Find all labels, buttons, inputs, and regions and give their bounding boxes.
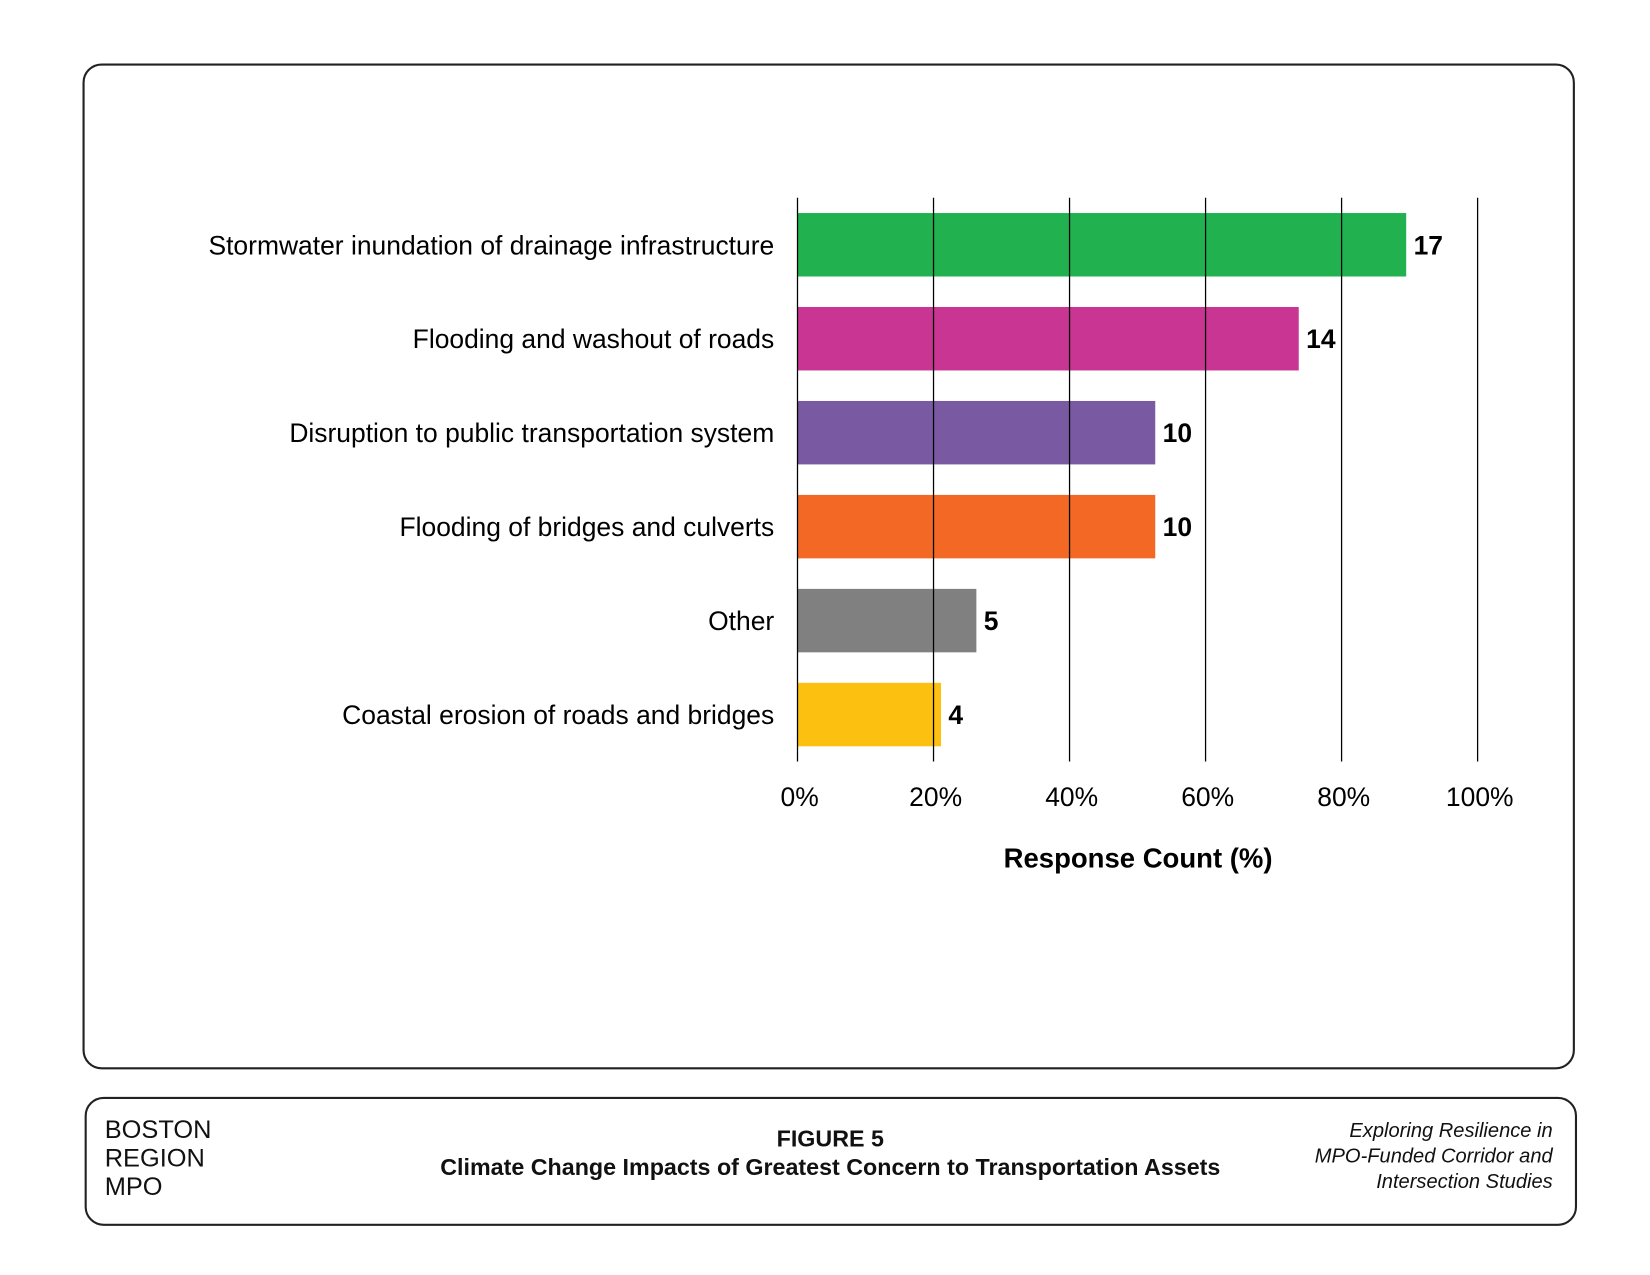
report-line: MPO-Funded Corridor and — [1314, 1145, 1553, 1168]
category-label: Stormwater inundation of drainage infras… — [208, 230, 774, 260]
bar — [797, 400, 1156, 465]
org-name: BOSTON REGION MPO — [105, 1116, 212, 1202]
report-line: Exploring Resilience in — [1349, 1120, 1553, 1143]
category-label: Coastal erosion of roads and bridges — [342, 700, 774, 730]
category-label: Disruption to public transportation syst… — [289, 418, 774, 448]
org-line: MPO — [104, 1172, 163, 1202]
report-line: Intersection Studies — [1376, 1170, 1553, 1194]
data-label: 10 — [1163, 512, 1192, 542]
org-line: REGION — [104, 1144, 205, 1173]
chart-frame — [82, 63, 1575, 1070]
x-axis-title: Response Count (%) — [1004, 842, 1273, 873]
x-tick-label: 60% — [1181, 782, 1234, 812]
data-label: 4 — [948, 700, 963, 730]
category-label: Flooding and washout of roads — [413, 324, 775, 354]
figure-title: Climate Change Impacts of Greatest Conce… — [440, 1153, 1221, 1181]
x-tick-label: 20% — [909, 782, 962, 812]
data-label: 17 — [1414, 230, 1443, 260]
org-line: BOSTON — [104, 1115, 212, 1145]
data-label: 10 — [1163, 418, 1192, 448]
x-tick-label: 100% — [1446, 782, 1514, 812]
x-tick-label: 40% — [1045, 782, 1098, 812]
bar-chart: Stormwater inundation of drainage infras… — [208, 197, 1514, 873]
bar — [797, 494, 1156, 559]
figure-number: FIGURE 5 — [776, 1125, 884, 1152]
data-label: 5 — [984, 606, 999, 636]
bar — [797, 682, 942, 747]
x-tick-label: 80% — [1317, 782, 1370, 812]
x-tick-label: 0% — [781, 782, 819, 812]
data-label: 14 — [1306, 324, 1336, 354]
bar — [797, 588, 977, 653]
report-title: Exploring Resilience in MPO-Funded Corri… — [1315, 1119, 1553, 1195]
category-label: Flooding of bridges and culverts — [399, 512, 774, 542]
category-label: Other — [708, 606, 774, 636]
bar — [797, 306, 1299, 371]
footer-frame — [84, 1096, 1578, 1226]
bar — [797, 213, 1407, 277]
